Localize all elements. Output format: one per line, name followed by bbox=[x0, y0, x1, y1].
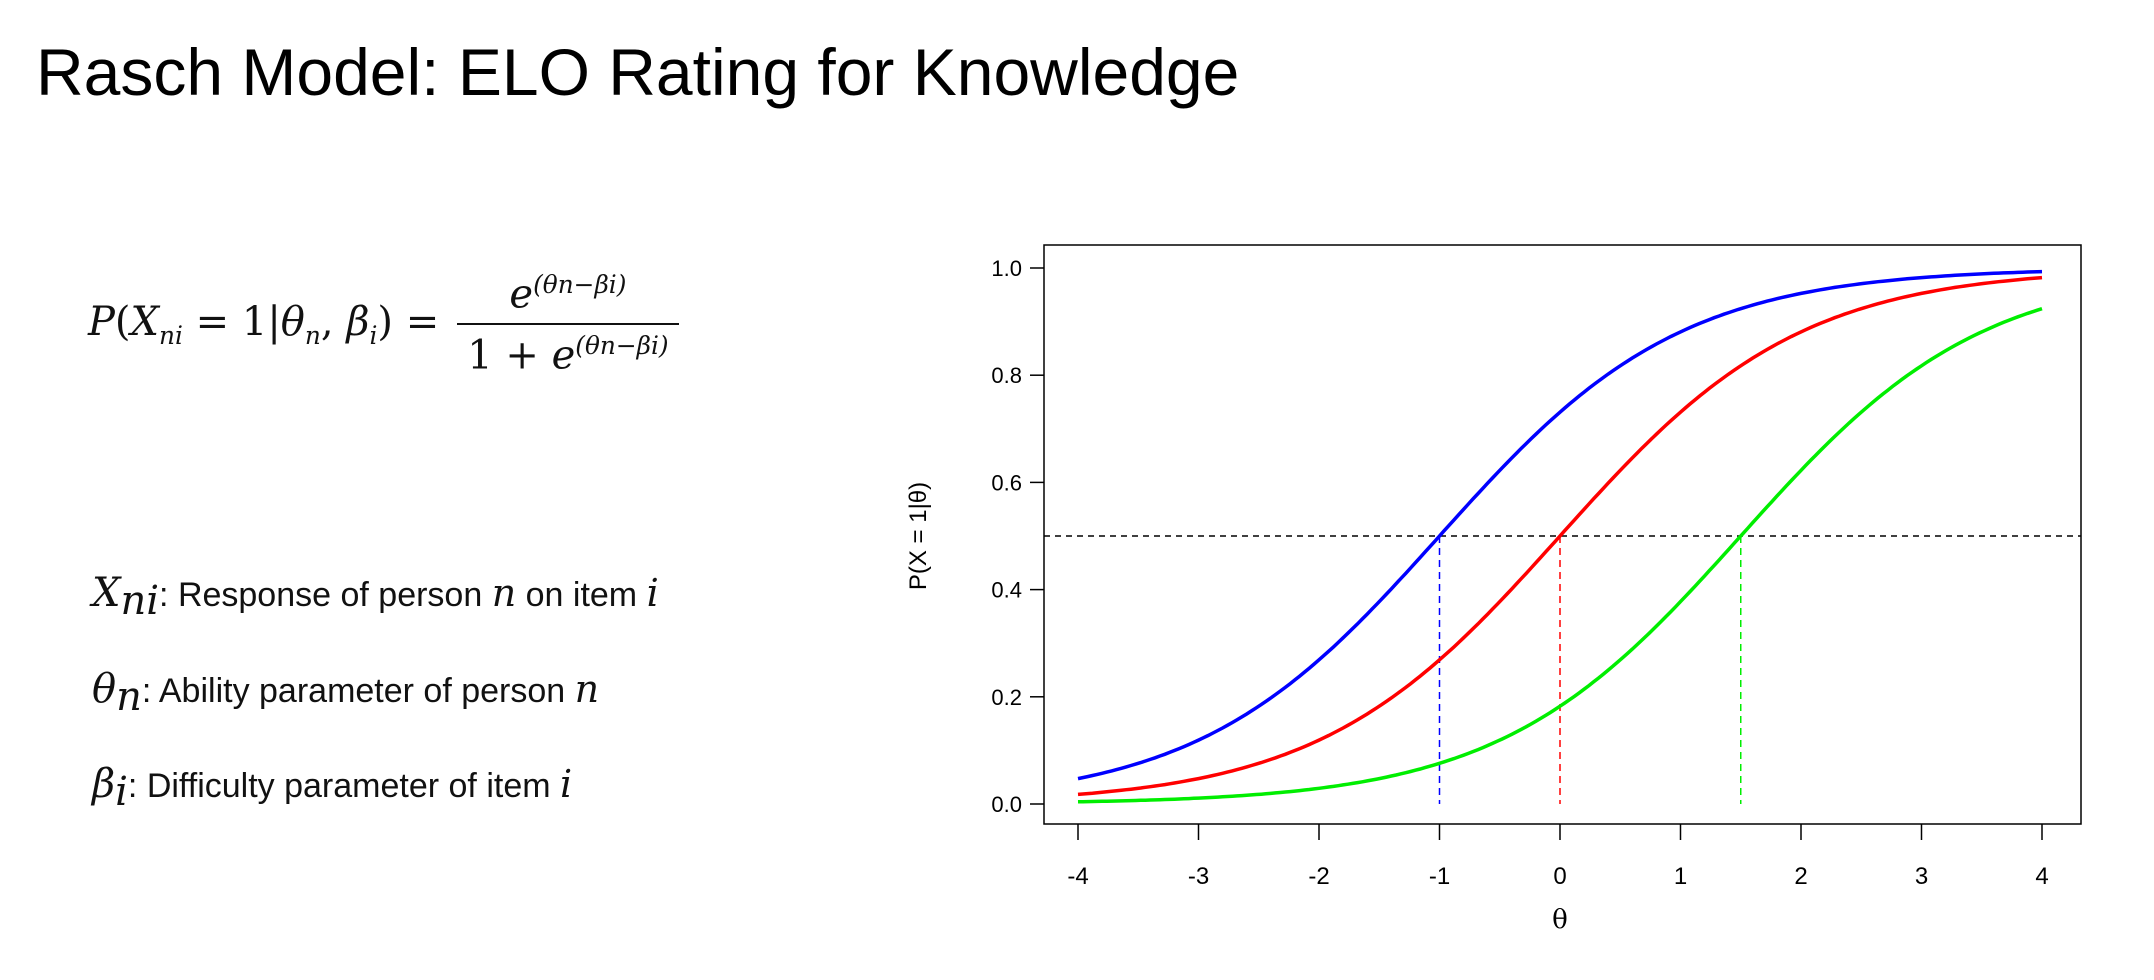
formula-denominator-exponent: (θn−βi) bbox=[575, 331, 669, 361]
y-tick-label: 0.2 bbox=[991, 685, 1022, 710]
y-axis-label: P(X = 1|θ) bbox=[905, 482, 932, 590]
y-tick-label: 0.0 bbox=[991, 792, 1022, 817]
def-sub: i bbox=[115, 768, 128, 815]
y-tick-label: 0.4 bbox=[991, 578, 1022, 603]
def-symbol: θ bbox=[92, 666, 117, 712]
icc-curve-beta--1 bbox=[1077, 269, 2043, 781]
formula-lhs: P(Xni = 1|θn, βi) = bbox=[88, 298, 440, 350]
def-symbol: β bbox=[92, 761, 116, 807]
x-axis-label: θ bbox=[1552, 905, 1568, 935]
x-tick-label: -4 bbox=[1067, 863, 1088, 890]
icc-curve-beta-1.5 bbox=[1077, 307, 2043, 804]
x-tick-label: -2 bbox=[1308, 863, 1329, 890]
y-tick-label: 0.8 bbox=[991, 363, 1022, 388]
definition-x: Xni: Response of person n on item i bbox=[92, 570, 659, 624]
x-tick-label: 1 bbox=[1674, 863, 1687, 890]
def-var: n bbox=[491, 571, 517, 615]
rasch-formula: P(Xni = 1|θn, βi) = e(θn−βi) 1 + e(θn−βi… bbox=[88, 270, 679, 379]
formula-numerator-exponent: (θn−βi) bbox=[533, 270, 627, 299]
slide-title: Rasch Model: ELO Rating for Knowledge bbox=[36, 35, 1240, 109]
x-tick-label: 3 bbox=[1915, 863, 1928, 890]
y-tick-label: 1.0 bbox=[991, 256, 1022, 281]
x-tick-label: 4 bbox=[2035, 863, 2048, 890]
def-text2: on item bbox=[516, 576, 647, 614]
def-sub: n bbox=[116, 673, 142, 720]
formula-numerator: e(θn−βi) bbox=[509, 270, 627, 318]
icc-curve-beta-0 bbox=[1077, 275, 2043, 797]
def-text: : Difficulty parameter of item bbox=[127, 767, 560, 805]
y-tick-label: 0.6 bbox=[991, 470, 1022, 495]
x-tick-label: -3 bbox=[1188, 863, 1209, 890]
x-tick-label: 0 bbox=[1553, 863, 1566, 890]
def-var: i bbox=[560, 762, 573, 806]
plot-frame bbox=[1043, 244, 2082, 825]
def-var: n bbox=[574, 667, 600, 711]
definition-theta: θn: Ability parameter of person n bbox=[92, 666, 599, 720]
def-sub: ni bbox=[120, 577, 160, 624]
def-symbol: X bbox=[92, 570, 121, 616]
def-var2: i bbox=[646, 571, 659, 615]
def-text: : Response of person bbox=[159, 576, 492, 614]
x-tick-label: -1 bbox=[1429, 863, 1450, 890]
formula-denominator: 1 + e(θn−βi) bbox=[457, 323, 679, 379]
def-text: : Ability parameter of person bbox=[141, 672, 575, 710]
formula-fraction: e(θn−βi) 1 + e(θn−βi) bbox=[457, 270, 679, 379]
definition-beta: βi: Difficulty parameter of item i bbox=[92, 761, 572, 815]
x-tick-label: 2 bbox=[1794, 863, 1807, 890]
